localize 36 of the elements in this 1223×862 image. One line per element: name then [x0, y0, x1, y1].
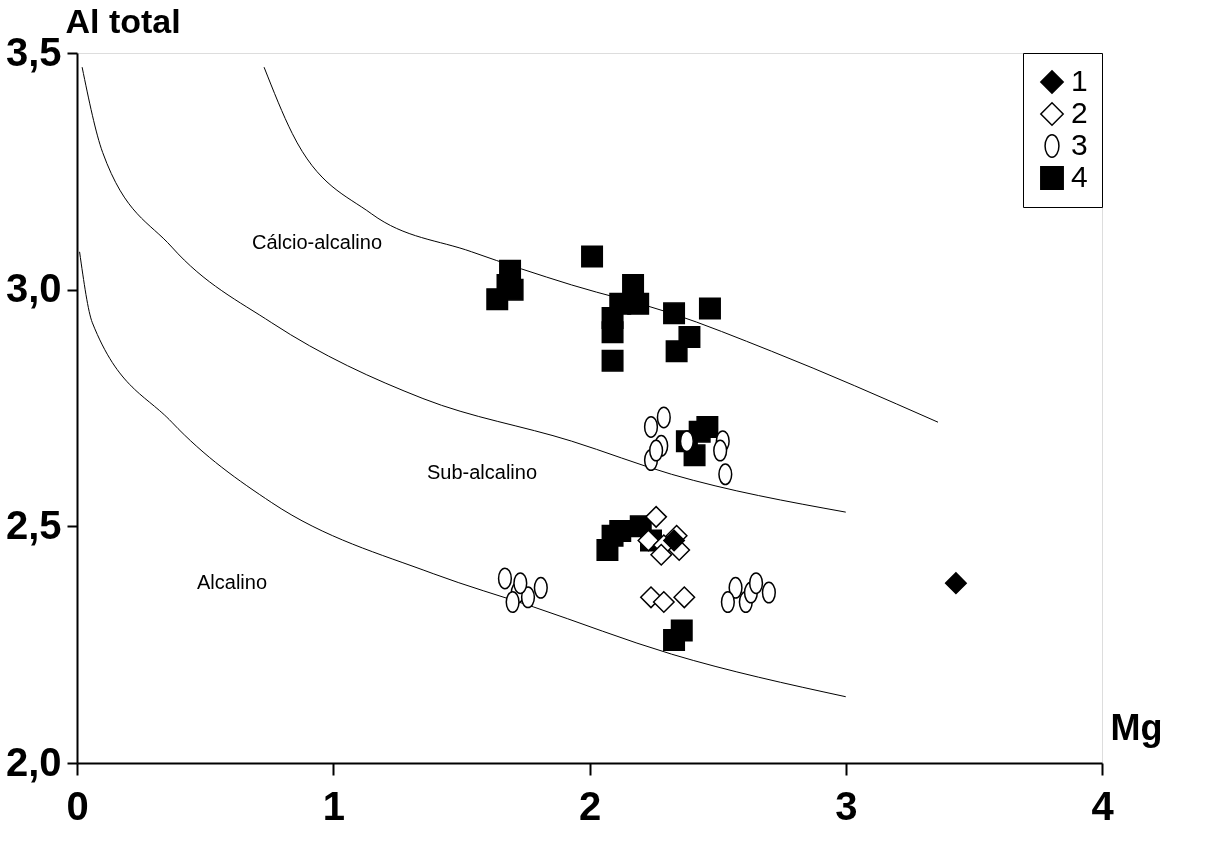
- x-tick-label: 2: [578, 783, 602, 828]
- point: [601, 321, 624, 344]
- legend-label: 4: [1071, 160, 1088, 193]
- y-tick-label: 3,0: [5, 266, 62, 311]
- point: [696, 415, 719, 438]
- point: [663, 529, 686, 552]
- y-tick-label: 2,0: [5, 739, 62, 784]
- point: [944, 572, 967, 595]
- legend-label: 2: [1071, 96, 1088, 129]
- legend-label: 1: [1071, 64, 1088, 97]
- point: [698, 297, 721, 320]
- point: [622, 273, 645, 296]
- point: [581, 245, 604, 268]
- x-axis-title: Mg: [1110, 706, 1163, 748]
- point: [673, 586, 696, 609]
- y-tick-label: 2,5: [5, 502, 62, 547]
- legend-label: 3: [1071, 128, 1088, 161]
- point: [645, 505, 668, 528]
- point: [652, 591, 675, 614]
- x-tick-label: 3: [835, 783, 858, 828]
- annotation: Sub-alcalino: [426, 461, 538, 483]
- y-tick-label: 3,5: [5, 29, 62, 74]
- line-series: [81, 66, 847, 513]
- x-tick-label: 4: [1091, 783, 1115, 828]
- point: [678, 326, 701, 348]
- point: [663, 302, 686, 325]
- point: [650, 543, 673, 566]
- point: [609, 520, 632, 543]
- point: [601, 349, 624, 372]
- y-axis-title: Al total: [65, 1, 181, 40]
- point: [627, 292, 650, 315]
- annotation: Cálcio-alcalino: [251, 231, 383, 253]
- point: [670, 619, 693, 642]
- x-tick-label: 1: [322, 783, 345, 828]
- annotation: Alcalino: [196, 571, 268, 593]
- x-tick-label: 0: [66, 783, 89, 828]
